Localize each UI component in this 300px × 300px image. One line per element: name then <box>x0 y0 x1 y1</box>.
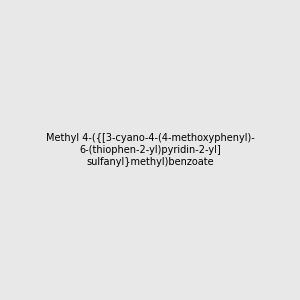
Text: Methyl 4-({[3-cyano-4-(4-methoxyphenyl)-
6-(thiophen-2-yl)pyridin-2-yl]
sulfanyl: Methyl 4-({[3-cyano-4-(4-methoxyphenyl)-… <box>46 134 254 166</box>
